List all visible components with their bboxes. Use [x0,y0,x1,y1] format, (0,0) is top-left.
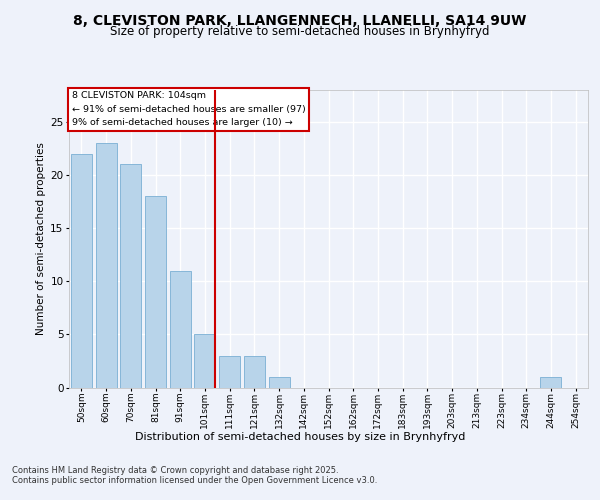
Bar [120,164,141,388]
Bar [244,356,265,388]
Text: 8, CLEVISTON PARK, LLANGENNECH, LLANELLI, SA14 9UW: 8, CLEVISTON PARK, LLANGENNECH, LLANELLI… [73,14,527,28]
Bar [170,270,191,388]
Y-axis label: Number of semi-detached properties: Number of semi-detached properties [36,142,46,335]
Bar [219,356,240,388]
Bar [194,334,215,388]
Text: Contains public sector information licensed under the Open Government Licence v3: Contains public sector information licen… [12,476,377,485]
Bar [71,154,92,388]
Bar [269,377,290,388]
Bar [541,377,562,388]
Bar [95,143,116,388]
Text: Size of property relative to semi-detached houses in Brynhyfryd: Size of property relative to semi-detach… [110,25,490,38]
Text: Contains HM Land Registry data © Crown copyright and database right 2025.: Contains HM Land Registry data © Crown c… [12,466,338,475]
Bar [145,196,166,388]
Text: 8 CLEVISTON PARK: 104sqm
← 91% of semi-detached houses are smaller (97)
9% of se: 8 CLEVISTON PARK: 104sqm ← 91% of semi-d… [71,92,305,127]
Text: Distribution of semi-detached houses by size in Brynhyfryd: Distribution of semi-detached houses by … [135,432,465,442]
